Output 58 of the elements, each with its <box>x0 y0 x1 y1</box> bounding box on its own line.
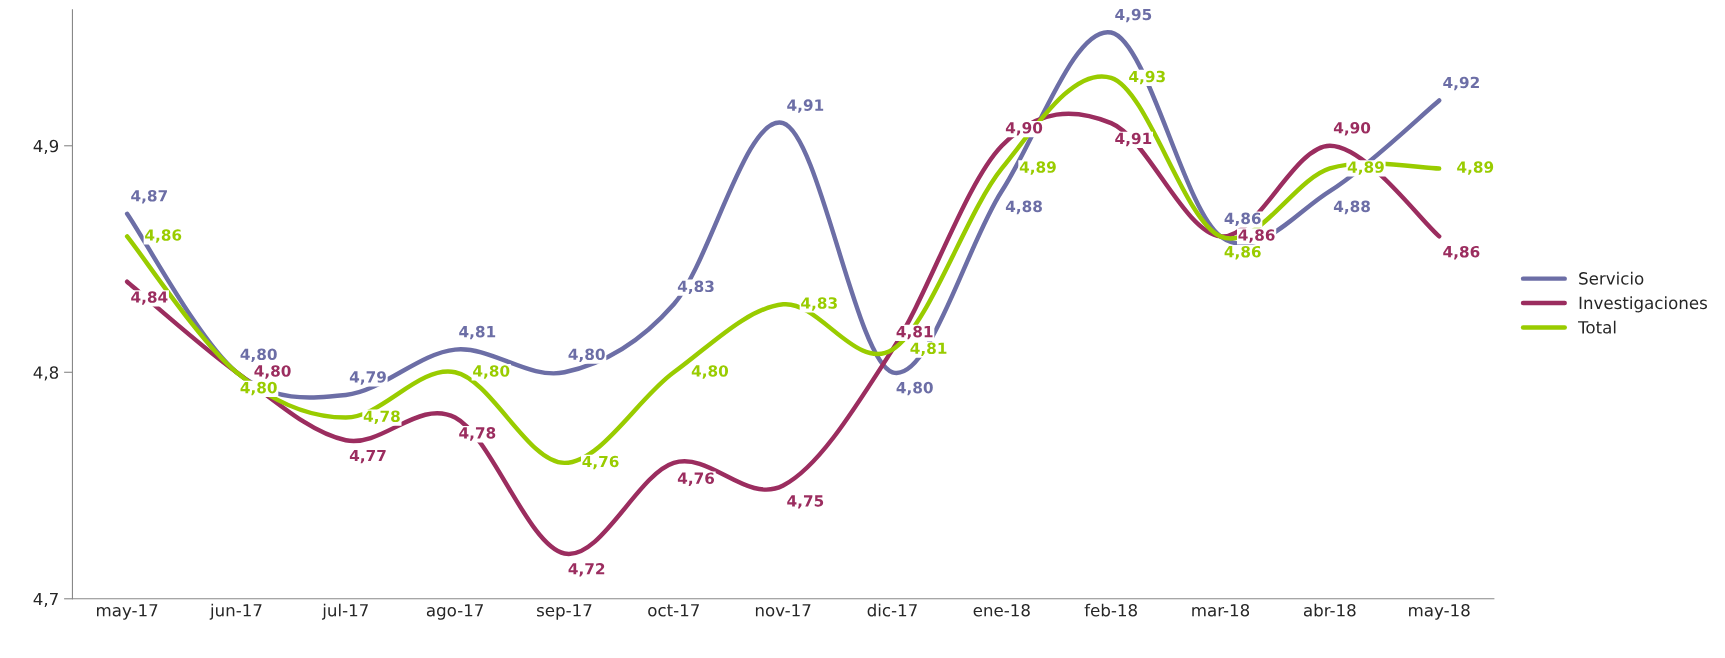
x-tick-label: dic-17 <box>867 603 917 617</box>
data-label: 4,90 <box>1005 121 1043 136</box>
data-label: 4,83 <box>677 280 714 295</box>
data-label: 4,83 <box>801 297 837 311</box>
data-label: 4,88 <box>1005 200 1042 215</box>
x-tick-label: oct-17 <box>648 604 699 617</box>
data-label: 4,78 <box>363 410 400 424</box>
data-label: 4,80 <box>568 348 605 362</box>
legend-label: Total <box>1578 320 1616 334</box>
data-label: 4,80 <box>896 381 933 396</box>
data-label: 4,90 <box>1333 121 1371 136</box>
x-tick-label: sep-17 <box>537 604 592 620</box>
data-label: 4,81 <box>896 325 933 340</box>
x-tick-label: feb-18 <box>1084 603 1137 617</box>
data-label: 4,77 <box>349 449 386 464</box>
x-tick-label: may-17 <box>97 604 158 620</box>
x-tick-label: jul-17 <box>321 603 368 620</box>
x-tick-label: may-18 <box>1409 603 1470 620</box>
data-label: 4,80 <box>240 348 277 362</box>
data-label: 4,81 <box>910 342 947 357</box>
x-tick-label: abr-18 <box>1303 603 1356 617</box>
data-label: 4,93 <box>1129 70 1165 85</box>
data-label: 4,86 <box>145 229 182 243</box>
data-label: 4,76 <box>582 455 619 470</box>
data-label: 4,76 <box>677 472 715 486</box>
data-label: 4,87 <box>131 189 167 204</box>
data-label: 4,75 <box>787 495 824 509</box>
data-label: 4,80 <box>240 381 277 396</box>
data-label: 4,86 <box>1238 229 1275 243</box>
legend-label: Servicio <box>1579 271 1644 285</box>
y-tick-label: 4,9 <box>33 139 59 155</box>
data-label: 4,86 <box>1224 212 1261 227</box>
data-label: 4,78 <box>459 427 496 441</box>
data-label: 4,92 <box>1443 76 1479 91</box>
y-tick-label: 4,7 <box>33 592 58 608</box>
data-label: 4,81 <box>459 325 496 340</box>
data-label: 4,89 <box>1019 161 1056 175</box>
data-label: 4,80 <box>254 365 291 379</box>
data-label: 4,91 <box>1115 132 1152 147</box>
data-label: 4,89 <box>1457 161 1494 175</box>
x-tick-label: ene-18 <box>973 603 1030 617</box>
x-tick-label: mar-18 <box>1192 603 1250 617</box>
x-tick-label: ago-17 <box>426 604 483 620</box>
data-label: 4,80 <box>691 365 729 379</box>
data-label: 4,80 <box>473 365 510 379</box>
data-label: 4,95 <box>1115 8 1152 23</box>
x-tick-label: nov-17 <box>755 604 811 617</box>
data-label: 4,84 <box>131 291 168 305</box>
data-label: 4,88 <box>1333 200 1370 215</box>
data-label: 4,79 <box>349 371 386 385</box>
legend-label: Investigaciones <box>1579 296 1707 313</box>
data-label: 4,86 <box>1443 245 1480 260</box>
data-label: 4,72 <box>568 563 605 577</box>
data-label: 4,89 <box>1347 161 1384 175</box>
data-label: 4,91 <box>787 99 824 113</box>
x-tick-label: jun-17 <box>209 603 262 620</box>
data-label: 4,86 <box>1224 245 1261 260</box>
y-tick-label: 4,8 <box>33 366 59 381</box>
